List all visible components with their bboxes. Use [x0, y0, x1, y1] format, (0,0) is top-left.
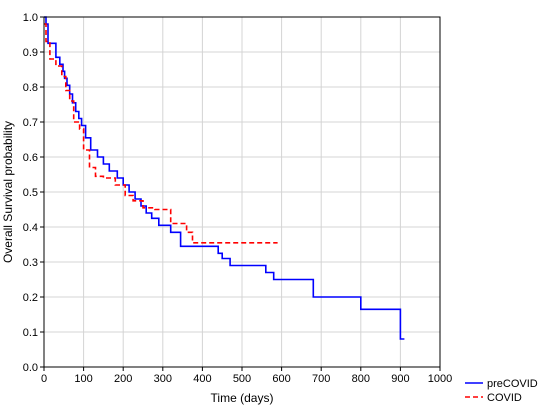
plot-border [43, 16, 441, 368]
y-tick-label: 0.4 [23, 222, 38, 234]
x-tick-label: 300 [154, 373, 172, 385]
y-tick-label: 0.2 [23, 292, 38, 304]
x-tick-label: 1000 [428, 373, 452, 385]
y-tick-label: 0.7 [23, 117, 38, 129]
legend-label-covid: COVID [487, 392, 522, 404]
series-line-covid [44, 23, 278, 244]
legend-label-precovid: preCOVID [487, 378, 538, 390]
y-tick-label: 1.0 [23, 12, 38, 24]
legend: preCOVID COVID [465, 378, 538, 404]
x-tick-label: 500 [233, 373, 251, 385]
x-tick-label: 200 [114, 373, 132, 385]
x-tick-label: 900 [391, 373, 409, 385]
x-tick-label: 400 [193, 373, 211, 385]
y-tick-label: 0.6 [23, 152, 38, 164]
y-tick-label: 0.5 [23, 187, 38, 199]
y-tick-label: 0.0 [23, 362, 38, 374]
y-tick-label: 0.9 [23, 47, 38, 59]
series-layer [44, 16, 405, 340]
x-axis-label: Time (days) [211, 391, 274, 405]
axis-ticks: 0 100 200 300 400 500 600 700 800 900 1000 0.0 0.1 0.… [23, 12, 453, 385]
x-tick-label: 600 [272, 373, 290, 385]
y-axis-label: Overall Survival probability [1, 121, 15, 263]
x-tick-label: 700 [312, 373, 330, 385]
y-tick-label: 0.8 [23, 82, 38, 94]
x-tick-label: 0 [41, 373, 47, 385]
y-tick-label: 0.3 [23, 257, 38, 269]
y-tick-label: 0.1 [23, 327, 38, 339]
grid [44, 17, 440, 367]
x-tick-label: 100 [74, 373, 92, 385]
x-tick-label: 800 [352, 373, 370, 385]
